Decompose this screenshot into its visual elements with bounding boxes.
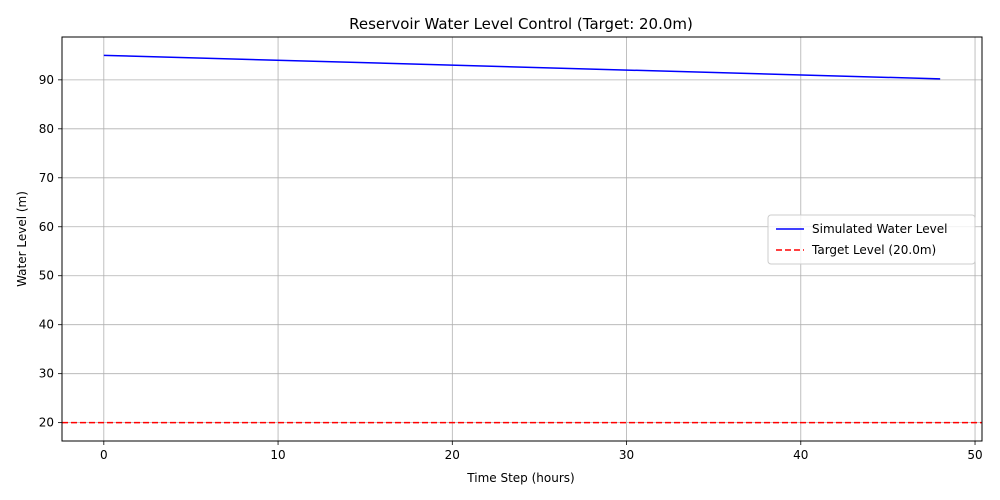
- plot-frame: [61, 36, 983, 442]
- y-tick-label: 70: [39, 171, 54, 185]
- legend-label: Target Level (20.0m): [811, 243, 936, 257]
- legend: Simulated Water Level Target Level (20.0m…: [767, 214, 976, 265]
- x-tick-label: 20: [445, 448, 460, 462]
- series-layer: [62, 54, 982, 424]
- y-tick-label: 40: [39, 318, 54, 332]
- x-tick-label: 40: [793, 448, 808, 462]
- x-tick-label: 10: [270, 448, 285, 462]
- simulated-level-line: [103, 54, 941, 80]
- chart-title: Reservoir Water Level Control (Target: 2…: [349, 15, 693, 33]
- y-tick-label: 30: [39, 367, 54, 381]
- x-axis: 0 10 20 30 40 50: [100, 441, 983, 462]
- y-tick-label: 50: [39, 269, 54, 283]
- y-tick-label: 90: [39, 73, 54, 87]
- x-tick-label: 0: [100, 448, 108, 462]
- grid-lines: [62, 37, 982, 441]
- y-tick-label: 60: [39, 220, 54, 234]
- x-axis-label: Time Step (hours): [466, 471, 574, 485]
- y-tick-label: 80: [39, 122, 54, 136]
- x-tick-label: 50: [967, 448, 982, 462]
- y-tick-label: 20: [39, 416, 54, 430]
- legend-label: Simulated Water Level: [812, 222, 947, 236]
- legend-box: [767, 214, 976, 265]
- y-axis-label: Water Level (m): [15, 191, 29, 287]
- x-tick-label: 30: [619, 448, 634, 462]
- y-axis: 20 30 40 50 60 70 80 90: [39, 73, 62, 430]
